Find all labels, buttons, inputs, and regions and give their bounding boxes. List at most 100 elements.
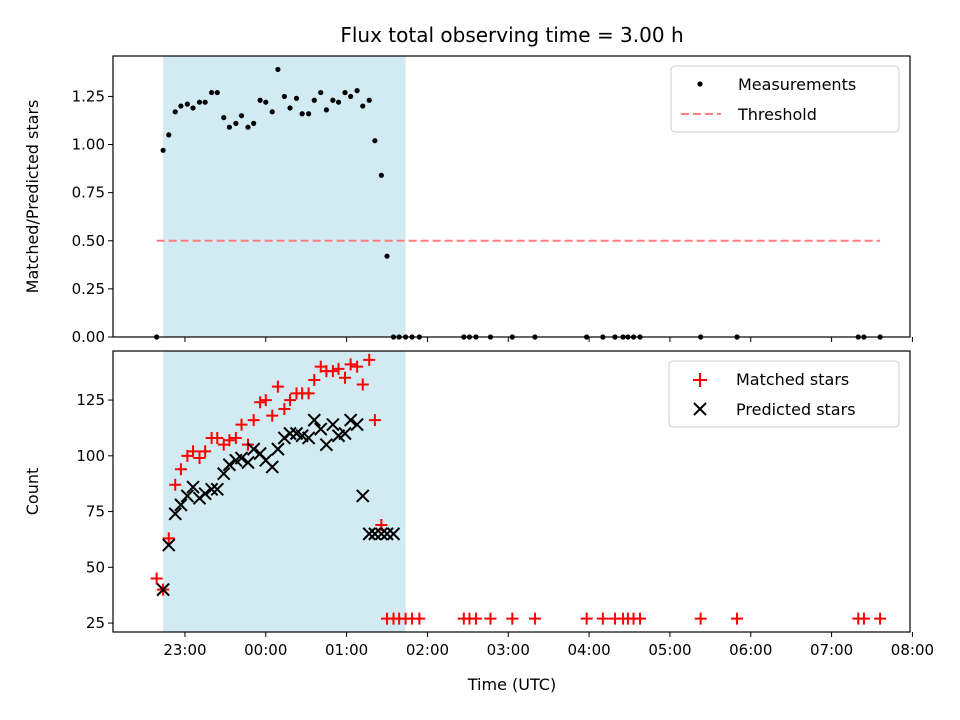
measurement-point — [360, 103, 366, 109]
count-marks — [150, 353, 887, 625]
measurement-point — [384, 253, 390, 259]
matched-star-point — [211, 431, 224, 444]
matched-star-point — [199, 445, 212, 458]
measurement-point — [196, 99, 203, 105]
ratio-y-ticks: 0.00 0.25 0.50 0.75 1.00 1.25 — [72, 87, 113, 346]
threshold-legend-label: Threshold — [737, 105, 817, 124]
matched-star-point — [857, 612, 870, 625]
measurement-point — [251, 120, 257, 126]
matched-star-point — [259, 394, 272, 407]
matched-star-point — [284, 394, 297, 407]
measurement-point — [269, 109, 275, 115]
predicted-star-point — [180, 489, 195, 503]
predicted-stars-legend-label: Predicted stars — [736, 400, 856, 419]
matched-star-point — [254, 396, 267, 409]
count-legend: Matched stars Predicted stars — [668, 360, 900, 428]
predicted-star-point — [271, 442, 285, 456]
predicted-star-point — [307, 413, 321, 427]
matched-star-point — [235, 418, 248, 431]
x-tick-label: 07:00 — [810, 641, 853, 659]
matched-star-point — [169, 478, 182, 491]
predicted-star-point — [362, 527, 376, 541]
measurement-point — [306, 111, 312, 117]
measurement-point — [378, 172, 384, 178]
y-tick-label: 1.25 — [72, 87, 105, 105]
x-tick-label: 04:00 — [567, 641, 610, 659]
observing-window-shade — [163, 351, 406, 632]
matched-star-point — [174, 463, 187, 476]
predicted-star-point — [217, 466, 231, 481]
x-tick-label: 06:00 — [729, 641, 772, 659]
matched-star-point — [344, 358, 357, 371]
matched-star-point — [634, 612, 647, 625]
matched-star-point — [193, 452, 206, 465]
measurement-point — [238, 113, 245, 119]
predicted-star-point — [283, 426, 297, 441]
predicted-star-point — [156, 582, 170, 597]
y-tick-label: 0.75 — [72, 184, 105, 202]
predicted-star-point — [343, 413, 358, 427]
x-tick-label: 00:00 — [244, 641, 287, 659]
count-y-ticks: 25 50 75 100 125 — [76, 391, 113, 632]
ratio-x-ticks — [184, 337, 913, 342]
y-tick-label: 1.00 — [72, 136, 105, 154]
predicted-star-point — [186, 480, 200, 494]
ratio-legend: Measurements Threshold — [670, 65, 900, 133]
chart-title: Flux total observing time = 3.00 h — [340, 23, 683, 47]
x-tick-label: 05:00 — [648, 641, 691, 659]
matched-star-point — [356, 378, 369, 391]
measurement-point — [245, 124, 251, 130]
measurement-point — [318, 89, 324, 96]
matched-star-point — [308, 373, 321, 386]
measurement-point — [335, 99, 342, 105]
measurement-point — [323, 107, 329, 113]
matched-star-point — [363, 353, 376, 366]
count-panel-frame — [112, 350, 911, 633]
measurement-point — [330, 97, 336, 103]
y-tick-label: 0.50 — [72, 232, 105, 250]
measurement-point — [299, 111, 305, 117]
x-tick-label: 03:00 — [487, 641, 530, 659]
matched-stars-legend-marker — [693, 373, 707, 387]
measurement-point — [221, 114, 227, 121]
measurement-point — [257, 97, 263, 103]
matched-star-point — [162, 532, 175, 545]
x-tick-label: 01:00 — [325, 641, 368, 659]
measurement-point — [233, 120, 239, 126]
y-tick-label: 50 — [86, 558, 105, 576]
measurement-point — [263, 99, 269, 105]
matched-star-point — [731, 612, 744, 625]
measurement-point — [184, 101, 190, 107]
count-legend-box — [668, 360, 900, 428]
predicted-star-point — [380, 527, 394, 541]
matched-star-point — [351, 360, 364, 373]
y-tick-label: 75 — [86, 503, 105, 521]
ratio-legend-box — [670, 65, 900, 133]
measurement-point — [226, 124, 232, 130]
count-panel: 25 50 75 100 125 23:00 00:00 01:00 02:00 03:00 04… — [23, 350, 934, 659]
predicted-star-point — [338, 426, 352, 441]
matched-star-point — [247, 414, 260, 427]
matched-star-point — [580, 612, 593, 625]
predicted-star-point — [210, 482, 224, 496]
ratio-y-axis-label: Matched/Predicted stars — [23, 100, 42, 294]
matched-star-point — [874, 612, 887, 625]
predicted-star-point — [314, 422, 328, 436]
predicted-star-point — [350, 417, 364, 432]
count-x-ticks: 23:00 00:00 01:00 02:00 03:00 04:00 05:00 06:00… — [163, 632, 934, 659]
predicted-star-point — [386, 527, 401, 541]
matched-star-point — [368, 414, 381, 427]
predicted-star-point — [368, 527, 382, 541]
predicted-star-point — [301, 431, 316, 445]
predicted-star-point — [204, 482, 219, 496]
measurements-legend-marker — [697, 81, 703, 87]
x-tick-label: 23:00 — [163, 641, 206, 659]
measurement-point — [160, 147, 166, 153]
matched-star-point — [528, 612, 541, 625]
y-tick-label: 125 — [76, 391, 105, 409]
measurement-point — [293, 95, 300, 101]
predicted-star-point — [326, 417, 340, 432]
predicted-stars-legend-marker — [693, 402, 707, 416]
measurements-legend-label: Measurements — [738, 75, 856, 94]
